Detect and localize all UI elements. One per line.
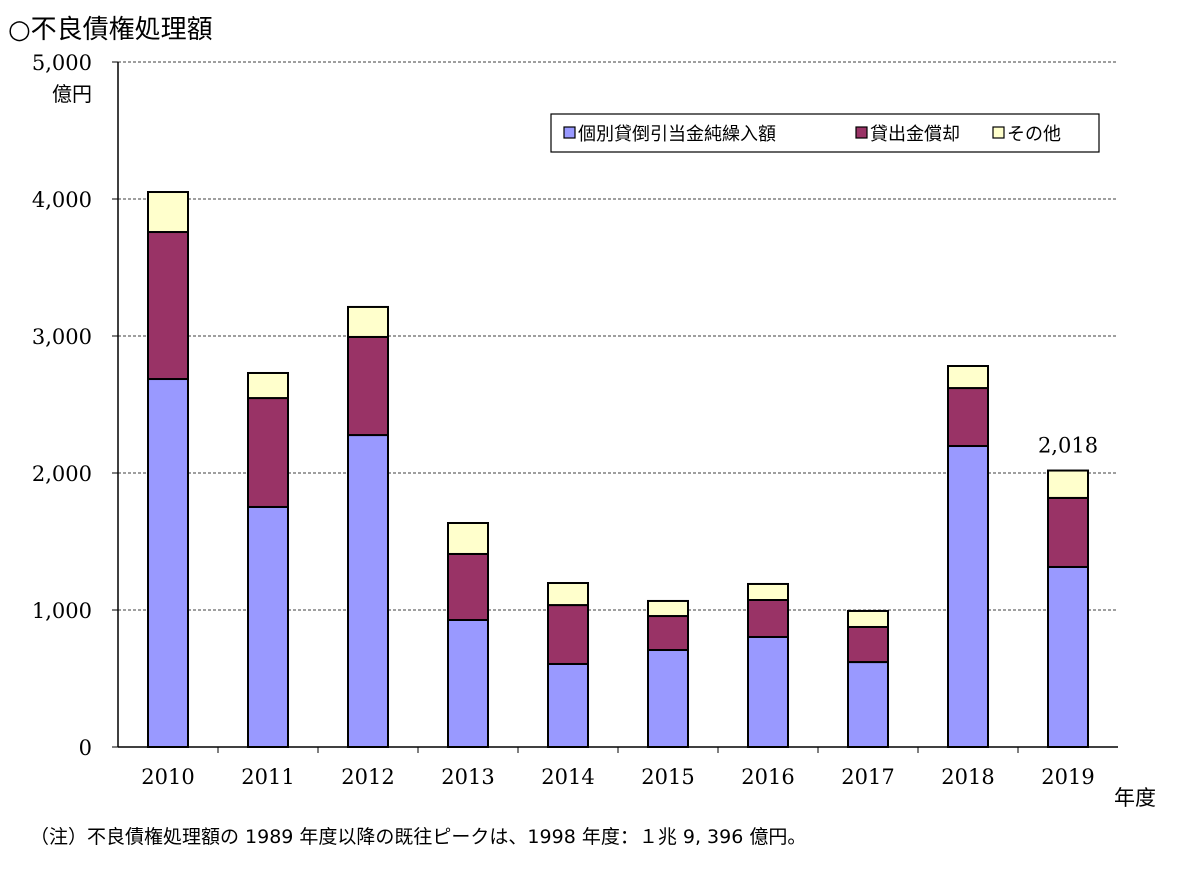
bar-2013-貸出金償却 [447,552,489,622]
x-tick-label: 2019 [1041,765,1094,789]
bar-2010-個別貸倒引当金純繰入額 [147,378,189,748]
legend-swatch [563,126,576,139]
x-tick-label: 2018 [941,765,994,789]
y-tick-label: 0 [79,736,92,760]
legend: 個別貸倒引当金純繰入額 貸出金償却 その他 [550,113,1100,153]
x-axis-label: 年度 [1114,786,1156,810]
x-tick-label: 2012 [341,765,394,789]
bar-2019-その他 [1047,469,1089,499]
bar-2018-その他 [947,365,989,390]
bar-2010-貸出金償却 [147,231,189,381]
x-tick-label: 2011 [241,765,294,789]
bar-2011-個別貸倒引当金純繰入額 [247,505,289,749]
bar-2016-貸出金償却 [747,598,789,638]
legend-label: 貸出金償却 [870,124,960,145]
y-tick-label: 5,000 [32,51,92,75]
bar-2012-貸出金償却 [347,335,389,437]
bar-2015-貸出金償却 [647,615,689,652]
bar-2014-その他 [547,582,589,607]
bar-2014-貸出金償却 [547,604,589,665]
x-tick-label: 2014 [541,765,594,789]
bar-2011-貸出金償却 [247,397,289,508]
bar-2017-個別貸倒引当金純繰入額 [847,661,889,748]
bar-2013-個別貸倒引当金純繰入額 [447,619,489,748]
y-tick-label: 3,000 [32,325,92,349]
x-tick-label: 2013 [441,765,494,789]
y-tick-label: 2,000 [32,462,92,486]
x-tick-label: 2016 [741,765,794,789]
bar-2011-その他 [247,371,289,400]
bar-2016-その他 [747,582,789,601]
total-label-2019: 2,018 [1038,434,1098,458]
bar-2012-その他 [347,305,389,338]
bar-2018-貸出金償却 [947,387,989,448]
x-tick-label: 2017 [841,765,894,789]
x-tick-label: 2015 [641,765,694,789]
legend-swatch [855,126,868,139]
bar-2017-その他 [847,609,889,628]
footnote: （注）不良債権処理額の 1989 年度以降の既往ピークは、1998 年度：１兆 … [30,826,806,848]
bar-2010-その他 [147,191,189,234]
bar-2012-個別貸倒引当金純繰入額 [347,434,389,748]
legend-swatch [992,126,1005,139]
bar-2019-個別貸倒引当金純繰入額 [1047,565,1089,748]
y-tick-label: 1,000 [32,599,92,623]
x-tick-label: 2010 [141,765,194,789]
y-axis-unit: 億円 [52,82,92,106]
bar-2016-個別貸倒引当金純繰入額 [747,635,789,749]
chart-title: ○不良債権処理額 [8,15,213,45]
legend-label: 個別貸倒引当金純繰入額 [578,124,776,145]
bar-2015-個別貸倒引当金純繰入額 [647,649,689,749]
bar-2014-個別貸倒引当金純繰入額 [547,662,589,749]
bar-2017-貸出金償却 [847,625,889,664]
legend-label: その他 [1007,124,1061,145]
bar-2015-その他 [647,599,689,618]
y-tick-label: 4,000 [32,188,92,212]
bar-2013-その他 [447,522,489,555]
bar-2019-貸出金償却 [1047,496,1089,568]
bar-2018-個別貸倒引当金純繰入額 [947,445,989,748]
